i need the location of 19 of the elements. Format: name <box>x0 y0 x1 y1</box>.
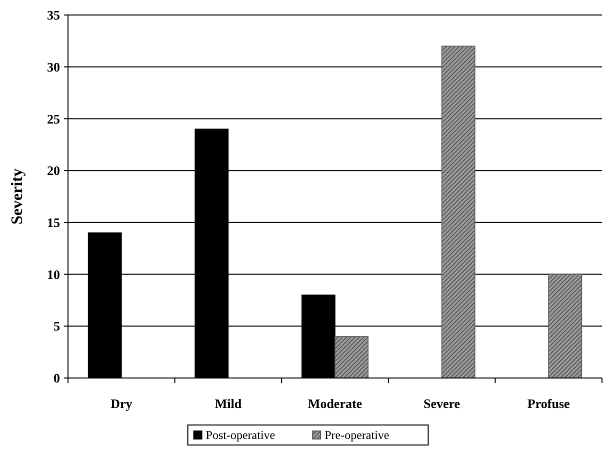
bar <box>441 46 476 378</box>
y-tick-label: 5 <box>54 318 60 334</box>
y-tick-label: 10 <box>47 266 60 282</box>
y-tick-label: 35 <box>47 8 60 23</box>
legend-label: Post-operative <box>206 428 276 442</box>
x-tick-label: Dry <box>110 396 133 411</box>
x-tick-label: Moderate <box>308 396 362 411</box>
y-axis-title: Severity <box>9 168 26 224</box>
y-tick-label: 0 <box>54 370 60 386</box>
bar <box>548 274 582 378</box>
x-tick-label: Severe <box>424 396 460 411</box>
y-tick-label: 25 <box>47 111 60 126</box>
y-tick-label: 15 <box>47 214 60 230</box>
bar <box>334 336 369 378</box>
x-tick-label: Profuse <box>527 396 570 411</box>
y-tick-label: 30 <box>47 59 60 74</box>
y-tick-label: 20 <box>47 163 60 178</box>
legend-label: Pre-operative <box>324 428 390 442</box>
x-tick-label: Mild <box>214 396 242 411</box>
